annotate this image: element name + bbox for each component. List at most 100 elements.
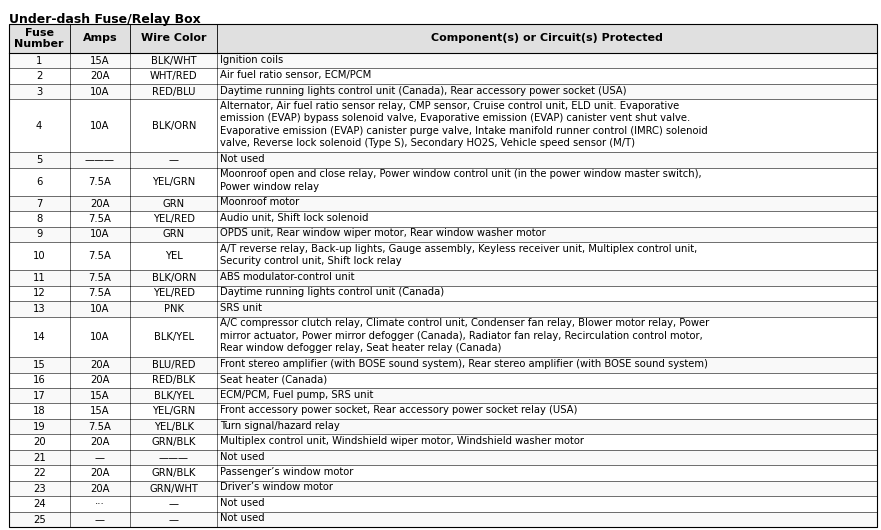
Text: 12: 12 <box>33 288 46 298</box>
Text: —: — <box>168 515 179 525</box>
Text: 20A: 20A <box>90 360 109 370</box>
Text: 23: 23 <box>33 484 46 493</box>
Text: YEL/BLK: YEL/BLK <box>153 422 194 432</box>
Text: Under-dash Fuse/Relay Box: Under-dash Fuse/Relay Box <box>9 13 201 26</box>
Text: 6: 6 <box>36 177 42 187</box>
Text: 22: 22 <box>33 468 46 478</box>
Text: BLK/YEL: BLK/YEL <box>153 391 194 401</box>
Bar <box>9 100 877 152</box>
Text: 2: 2 <box>36 71 42 81</box>
Text: Daytime running lights control unit (Canada): Daytime running lights control unit (Can… <box>219 287 444 297</box>
Text: 18: 18 <box>33 406 46 416</box>
Text: Seat heater (Canada): Seat heater (Canada) <box>219 374 327 384</box>
Text: —: — <box>95 515 105 525</box>
Text: 13: 13 <box>33 304 46 314</box>
Text: 10: 10 <box>33 251 46 261</box>
Bar <box>9 316 877 357</box>
Bar <box>9 152 877 168</box>
Text: YEL/GRN: YEL/GRN <box>152 177 196 187</box>
Text: Component(s) or Circuit(s) Protected: Component(s) or Circuit(s) Protected <box>431 33 663 43</box>
Bar <box>9 512 877 527</box>
Text: Ignition coils: Ignition coils <box>219 55 283 65</box>
Bar <box>9 357 877 373</box>
Bar <box>9 68 877 84</box>
Bar <box>9 24 877 53</box>
Text: Amps: Amps <box>83 33 117 43</box>
Text: 20A: 20A <box>90 484 109 493</box>
Bar <box>9 419 877 435</box>
Text: Not used: Not used <box>219 498 264 508</box>
Text: GRN/BLK: GRN/BLK <box>152 468 196 478</box>
Text: 19: 19 <box>33 422 46 432</box>
Text: Not used: Not used <box>219 154 264 164</box>
Text: GRN/BLK: GRN/BLK <box>152 437 196 447</box>
Bar <box>9 450 877 465</box>
Text: 5: 5 <box>36 155 42 165</box>
Bar <box>9 227 877 242</box>
Text: BLU/RED: BLU/RED <box>152 360 196 370</box>
Text: A/C compressor clutch relay, Climate control unit, Condenser fan relay, Blower m: A/C compressor clutch relay, Climate con… <box>219 318 709 353</box>
Text: BLK/YEL: BLK/YEL <box>153 332 194 342</box>
Text: Not used: Not used <box>219 452 264 462</box>
Text: Moonroof motor: Moonroof motor <box>219 197 299 207</box>
Text: ECM/PCM, Fuel pump, SRS unit: ECM/PCM, Fuel pump, SRS unit <box>219 390 373 400</box>
Text: 25: 25 <box>33 515 46 525</box>
Bar <box>9 270 877 286</box>
Text: 9: 9 <box>36 229 42 240</box>
Text: GRN: GRN <box>163 199 185 208</box>
Text: BLK/ORN: BLK/ORN <box>152 273 196 283</box>
Text: Front accessory power socket, Rear accessory power socket relay (USA): Front accessory power socket, Rear acces… <box>219 405 577 415</box>
Text: OPDS unit, Rear window wiper motor, Rear window washer motor: OPDS unit, Rear window wiper motor, Rear… <box>219 228 545 239</box>
Text: 17: 17 <box>33 391 46 401</box>
Text: BLK/WHT: BLK/WHT <box>151 56 196 66</box>
Text: 21: 21 <box>33 453 46 463</box>
Text: 10A: 10A <box>90 229 109 240</box>
Text: 7.5A: 7.5A <box>88 177 111 187</box>
Text: A/T reverse relay, Back-up lights, Gauge assembly, Keyless receiver unit, Multip: A/T reverse relay, Back-up lights, Gauge… <box>219 244 697 266</box>
Bar <box>9 196 877 211</box>
Text: Audio unit, Shift lock solenoid: Audio unit, Shift lock solenoid <box>219 213 368 223</box>
Bar <box>9 301 877 316</box>
Text: 16: 16 <box>33 375 46 385</box>
Bar <box>9 211 877 227</box>
Text: YEL/GRN: YEL/GRN <box>152 406 196 416</box>
Bar <box>9 481 877 497</box>
Text: 3: 3 <box>36 87 42 96</box>
Text: Air fuel ratio sensor, ECM/PCM: Air fuel ratio sensor, ECM/PCM <box>219 70 371 80</box>
Text: Moonroof open and close relay, Power window control unit (in the power window ma: Moonroof open and close relay, Power win… <box>219 170 701 192</box>
Text: 15A: 15A <box>90 391 110 401</box>
Text: 15A: 15A <box>90 56 110 66</box>
Text: RED/BLU: RED/BLU <box>152 87 196 96</box>
Text: 20A: 20A <box>90 375 109 385</box>
Text: Daytime running lights control unit (Canada), Rear accessory power socket (USA): Daytime running lights control unit (Can… <box>219 85 626 95</box>
Text: RED/BLK: RED/BLK <box>152 375 196 385</box>
Text: Turn signal/hazard relay: Turn signal/hazard relay <box>219 420 339 430</box>
Text: —: — <box>168 499 179 509</box>
Text: 10A: 10A <box>90 87 109 96</box>
Text: 8: 8 <box>36 214 42 224</box>
Text: Fuse
Number: Fuse Number <box>14 28 64 49</box>
Text: 7.5A: 7.5A <box>88 214 111 224</box>
Text: 14: 14 <box>33 332 46 342</box>
Text: YEL/RED: YEL/RED <box>152 214 195 224</box>
Bar <box>9 435 877 450</box>
Text: 20A: 20A <box>90 71 109 81</box>
Text: 7: 7 <box>36 199 42 208</box>
Text: PNK: PNK <box>164 304 184 314</box>
Text: 4: 4 <box>36 121 42 131</box>
Text: 20A: 20A <box>90 199 109 208</box>
Bar <box>9 286 877 301</box>
Bar <box>9 497 877 512</box>
Text: 20: 20 <box>33 437 46 447</box>
Text: 20A: 20A <box>90 468 109 478</box>
Text: —: — <box>95 453 105 463</box>
Text: ———: ——— <box>159 453 189 463</box>
Text: Not used: Not used <box>219 514 264 524</box>
Text: —: — <box>168 155 179 165</box>
Bar <box>9 403 877 419</box>
Text: 24: 24 <box>33 499 46 509</box>
Bar <box>9 242 877 270</box>
Text: 1: 1 <box>36 56 42 66</box>
Text: YEL/RED: YEL/RED <box>152 288 195 298</box>
Text: Front stereo amplifier (with BOSE sound system), Rear stereo amplifier (with BOS: Front stereo amplifier (with BOSE sound … <box>219 359 707 368</box>
